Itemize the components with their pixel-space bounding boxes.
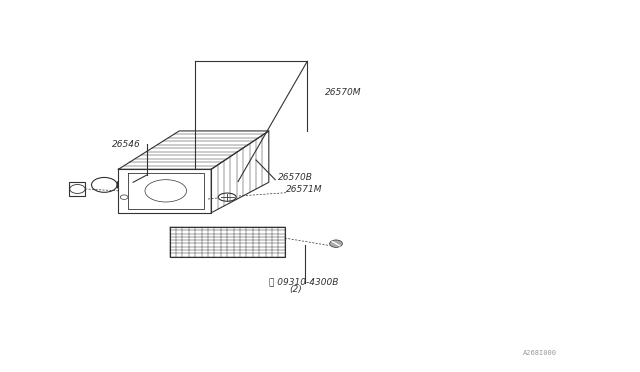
Text: 26570B: 26570B bbox=[278, 173, 313, 182]
Polygon shape bbox=[170, 227, 285, 257]
Text: 26570M: 26570M bbox=[325, 88, 362, 97]
Circle shape bbox=[330, 240, 342, 247]
Bar bbox=[69, 182, 85, 196]
Text: (2): (2) bbox=[289, 285, 302, 294]
Text: 26571M: 26571M bbox=[286, 185, 323, 194]
Text: Ⓢ 09310-4300B: Ⓢ 09310-4300B bbox=[269, 278, 338, 286]
Text: 26546: 26546 bbox=[112, 140, 141, 149]
Text: A268I000: A268I000 bbox=[523, 350, 557, 356]
